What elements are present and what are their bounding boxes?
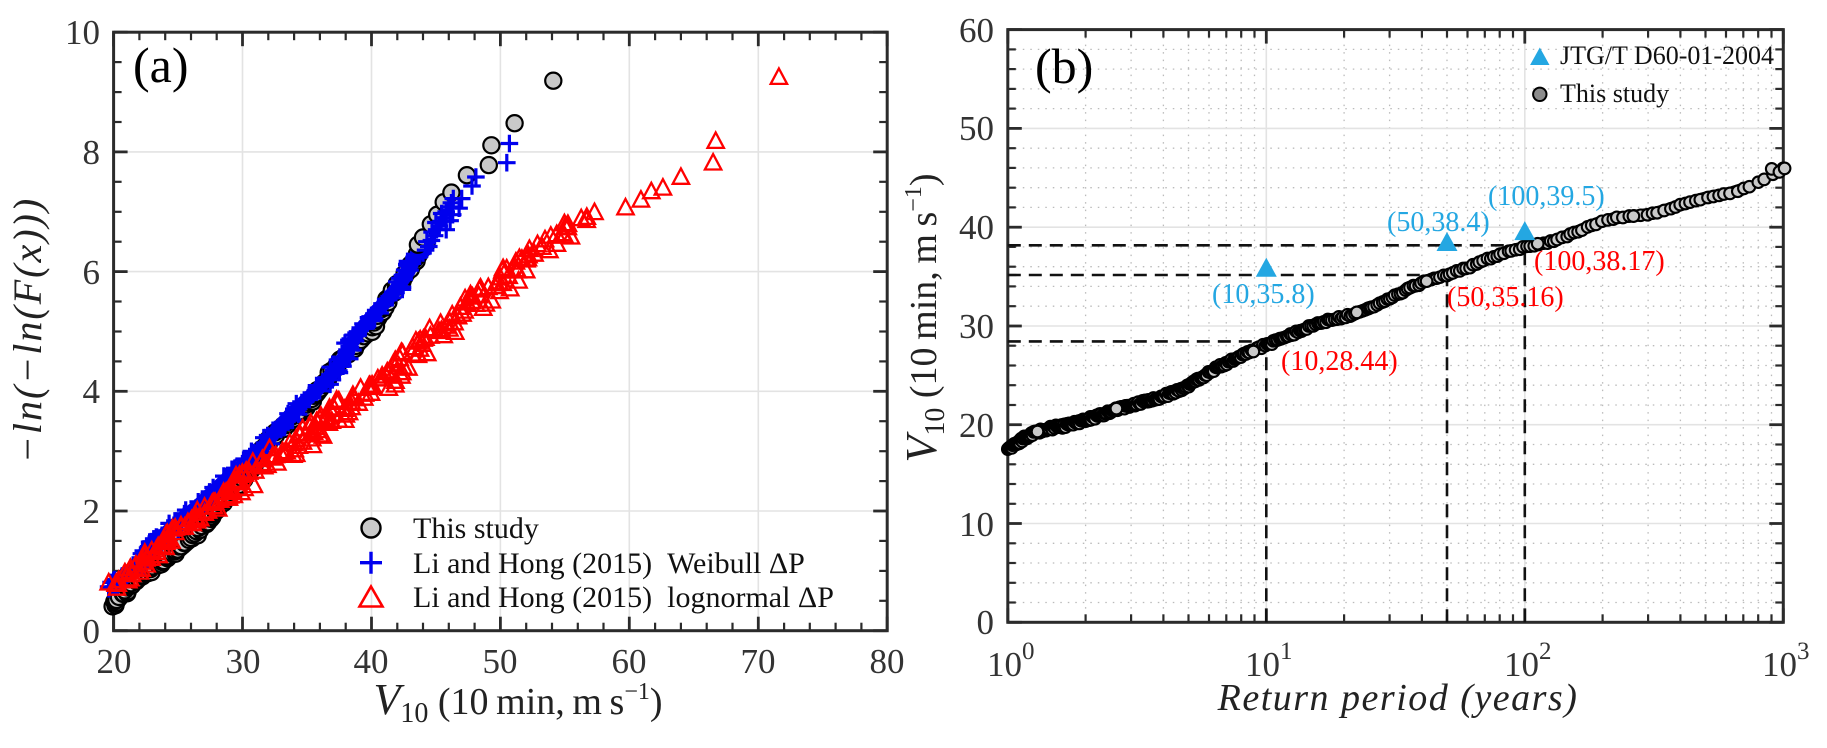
svg-text:−ln(−ln(F(x))): −ln(−ln(F(x))) [5,197,50,463]
svg-text:70: 70 [741,642,776,681]
svg-text:20: 20 [959,406,994,445]
svg-text:103: 103 [1762,638,1810,684]
svg-text:2: 2 [83,492,101,531]
svg-text:60: 60 [959,11,994,50]
svg-text:Li and Hong (2015) Weibull ΔP: Li and Hong (2015) Weibull ΔP [413,547,805,580]
svg-text:(50,38.4): (50,38.4) [1387,207,1490,238]
svg-text:(100,39.5): (100,39.5) [1488,181,1605,212]
svg-text:Return period (years): Return period (years) [1217,677,1579,719]
svg-text:60: 60 [612,642,647,681]
svg-text:30: 30 [226,642,261,681]
svg-text:40: 40 [354,642,389,681]
svg-text:50: 50 [959,109,994,148]
svg-text:10: 10 [65,13,100,52]
svg-text:101: 101 [1245,638,1293,684]
svg-text:(10,28.44): (10,28.44) [1281,346,1398,377]
svg-text:20: 20 [97,642,132,681]
svg-text:100: 100 [987,638,1035,684]
svg-text:80: 80 [870,642,905,681]
svg-text:This study: This study [413,512,539,545]
svg-text:JTG/T D60-01-2004: JTG/T D60-01-2004 [1560,41,1774,70]
svg-text:8: 8 [83,133,101,172]
svg-text:This study: This study [1560,79,1669,108]
svg-text:Li and Hong (2015) lognormal: Li and Hong (2015) lognormal ΔP [413,581,834,614]
svg-text:V10 (10 min, m s−1): V10 (10 min, m s−1) [373,675,662,729]
svg-text:102: 102 [1504,638,1552,684]
svg-text:(100,38.17): (100,38.17) [1534,246,1665,277]
svg-text:(b): (b) [1035,38,1093,94]
svg-text:10: 10 [959,505,994,544]
svg-text:0: 0 [83,612,101,651]
svg-text:40: 40 [959,208,994,247]
svg-text:V10 (10 min, m s−1): V10 (10 min, m s−1) [897,173,951,462]
svg-text:30: 30 [959,307,994,346]
svg-text:4: 4 [83,372,101,411]
svg-text:(50,35.16): (50,35.16) [1447,282,1564,313]
svg-text:50: 50 [483,642,518,681]
svg-text:(10,35.8): (10,35.8) [1212,279,1315,310]
svg-text:0: 0 [977,603,995,642]
svg-text:(a): (a) [133,37,189,93]
svg-text:6: 6 [83,253,101,292]
